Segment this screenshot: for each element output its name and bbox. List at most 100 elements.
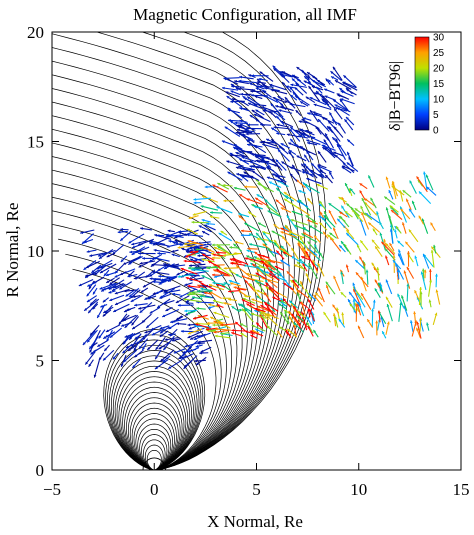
vector-arrow (269, 270, 279, 281)
vector-arrow (340, 240, 349, 252)
vector-arrow (128, 233, 145, 244)
vector-arrow (208, 303, 219, 308)
vector-arrow (411, 320, 418, 337)
vector-arrow (323, 139, 333, 152)
vector-arrow (317, 287, 325, 303)
vector-arrow (238, 213, 250, 218)
vector-arrow (316, 126, 330, 141)
vector-arrow (220, 230, 228, 236)
vector-arrow (251, 324, 266, 332)
vector-arrow (349, 303, 356, 311)
vector-arrow (106, 252, 116, 258)
vector-arrow (307, 197, 313, 205)
vector-arrow (273, 125, 290, 130)
vector-arrow (265, 204, 281, 216)
vector-arrow (247, 138, 255, 142)
vector-arrow (155, 336, 166, 351)
vector-arrow (265, 138, 277, 144)
vector-arrow (266, 176, 284, 183)
vector-arrow (286, 133, 299, 138)
vector-arrow (245, 132, 261, 136)
vector-arrow (313, 92, 323, 96)
vector-arrow (102, 297, 110, 303)
vector-arrow (168, 322, 179, 330)
vector-arrow (377, 282, 384, 293)
vector-arrow (89, 324, 100, 336)
vector-arrow (223, 282, 231, 286)
vector-arrow (307, 325, 314, 337)
x-tick-label: 5 (252, 480, 261, 499)
vector-arrow (244, 222, 260, 232)
vector-arrow (270, 102, 284, 118)
vector-arrow (311, 75, 325, 87)
vector-arrow (251, 298, 263, 304)
vector-arrow (259, 71, 274, 82)
vector-arrow (380, 241, 395, 256)
vector-arrow (288, 300, 298, 309)
vector-arrow (191, 220, 209, 224)
vector-arrow (338, 244, 346, 253)
vector-arrow (272, 65, 286, 78)
vector-arrow (178, 355, 188, 360)
vector-arrow (127, 345, 137, 352)
vector-arrow (163, 299, 175, 305)
vector-arrow (254, 197, 268, 206)
vector-arrow (244, 330, 255, 335)
vector-arrow (119, 271, 127, 276)
lobe-field-line (52, 169, 253, 470)
vector-arrow (306, 139, 321, 145)
vector-arrow (289, 128, 301, 142)
vector-arrow (230, 83, 242, 91)
vector-arrow (313, 243, 321, 256)
lobe-field-line (141, 32, 316, 470)
vector-arrow (159, 325, 170, 330)
vector-arrow (271, 158, 283, 171)
vector-arrow (279, 73, 290, 84)
x-axis-label: X Normal, Re (207, 512, 303, 531)
vector-arrow (324, 132, 335, 149)
vector-arrow (78, 278, 94, 287)
vector-arrow (254, 155, 267, 164)
vector-arrow (288, 142, 303, 150)
vector-arrow (172, 292, 181, 296)
vector-arrow (137, 238, 154, 246)
vector-arrow (83, 238, 94, 244)
vector-arrow (289, 173, 298, 182)
vector-arrow (224, 126, 241, 137)
vector-arrow (326, 125, 334, 134)
vector-arrow (285, 331, 292, 338)
vector-arrow (435, 273, 438, 288)
vector-arrow (402, 189, 412, 198)
vector-arrow (213, 311, 230, 319)
y-tick-label: 5 (36, 352, 45, 371)
vector-arrow (206, 266, 220, 270)
vector-arrow (364, 198, 377, 208)
vector-arrow (319, 200, 326, 210)
vector-arrow (230, 261, 246, 266)
vector-arrow (300, 133, 316, 139)
vector-arrow (425, 174, 434, 191)
vector-arrow (294, 86, 304, 96)
vector-arrow (422, 253, 430, 269)
vector-arrow (256, 193, 264, 199)
vector-arrow (301, 247, 309, 259)
vector-arrow (332, 304, 340, 314)
lobe-field-line (52, 33, 306, 470)
vector-arrow (89, 252, 107, 257)
vector-arrow (133, 341, 140, 352)
vector-arrow (240, 92, 250, 96)
vector-arrow (361, 211, 370, 230)
vector-arrow (336, 218, 346, 229)
vector-arrow (212, 184, 228, 193)
vector-arrow (221, 86, 239, 91)
vector-arrow (248, 233, 258, 239)
vector-arrow (306, 316, 313, 326)
vector-arrow (367, 222, 381, 233)
vector-arrow (127, 255, 142, 265)
vector-arrow (200, 287, 213, 292)
y-tick-label: 20 (27, 23, 44, 42)
vector-arrow (266, 325, 278, 337)
vector-arrow (383, 238, 387, 251)
vector-arrow (401, 295, 408, 311)
vector-arrow (128, 333, 136, 341)
